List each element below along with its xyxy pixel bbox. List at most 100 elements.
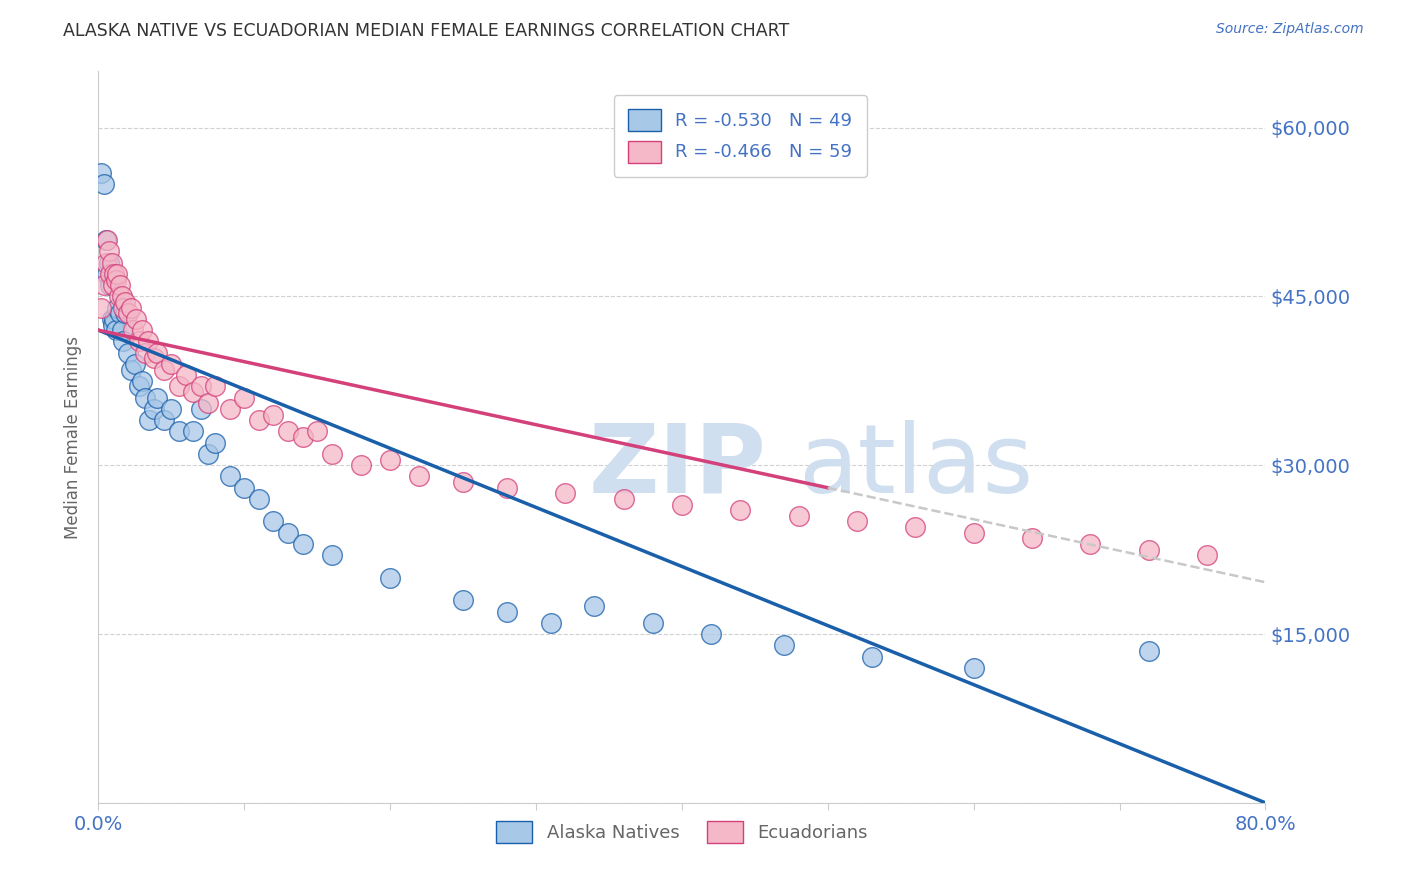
Point [104, 323, 127, 337]
Point [190, 379, 212, 393]
Point [153, 362, 176, 376]
Point [962, 525, 984, 540]
Point [125, 312, 148, 326]
Point [247, 491, 270, 506]
Point [120, 362, 142, 376]
Point [218, 401, 240, 416]
Point [641, 615, 664, 630]
Point [101, 278, 124, 293]
Point [93, 177, 115, 191]
Point [97, 244, 120, 259]
Point [160, 357, 183, 371]
Point [277, 525, 299, 540]
Point [131, 374, 153, 388]
Point [451, 593, 474, 607]
Point [105, 267, 128, 281]
Point [100, 312, 122, 326]
Point [554, 486, 576, 500]
Point [103, 312, 125, 326]
Point [321, 548, 343, 562]
Text: atlas: atlas [799, 420, 1033, 513]
Point [218, 469, 240, 483]
Point [380, 452, 402, 467]
Point [307, 425, 329, 439]
Point [96, 233, 118, 247]
Point [96, 267, 118, 281]
Point [112, 334, 135, 349]
Point [262, 515, 284, 529]
Point [612, 491, 634, 506]
Point [128, 379, 150, 393]
Point [408, 469, 430, 483]
Point [1021, 532, 1043, 546]
Point [146, 391, 169, 405]
Point [110, 306, 132, 320]
Point [138, 413, 160, 427]
Point [181, 385, 204, 400]
Point [167, 379, 190, 393]
Point [103, 267, 125, 281]
Point [1137, 644, 1160, 658]
Point [90, 301, 112, 315]
Point [134, 391, 156, 405]
Point [350, 458, 373, 473]
Text: Source: ZipAtlas.com: Source: ZipAtlas.com [1216, 22, 1364, 37]
Point [233, 391, 256, 405]
Point [730, 503, 752, 517]
Point [136, 334, 159, 349]
Point [1080, 537, 1102, 551]
Point [134, 345, 156, 359]
Point [277, 425, 299, 439]
Point [97, 255, 120, 269]
Point [787, 508, 810, 523]
Point [94, 233, 117, 247]
Point [117, 345, 139, 359]
Point [496, 605, 519, 619]
Point [197, 396, 219, 410]
Point [142, 351, 165, 366]
Point [153, 413, 176, 427]
Point [291, 430, 314, 444]
Point [962, 661, 984, 675]
Point [114, 306, 136, 320]
Point [451, 475, 474, 489]
Point [262, 408, 284, 422]
Point [94, 255, 117, 269]
Point [124, 357, 146, 371]
Point [160, 401, 183, 416]
Point [583, 599, 606, 613]
Point [131, 323, 153, 337]
Point [111, 289, 134, 303]
Point [110, 278, 132, 293]
Point [181, 425, 204, 439]
Point [233, 481, 256, 495]
Point [773, 638, 796, 652]
Point [128, 334, 150, 349]
Y-axis label: Median Female Earnings: Median Female Earnings [65, 335, 83, 539]
Point [321, 447, 343, 461]
Point [117, 306, 139, 320]
Point [90, 166, 112, 180]
Point [167, 425, 190, 439]
Point [291, 537, 314, 551]
Text: ZIP: ZIP [589, 420, 766, 513]
Point [671, 498, 693, 512]
Point [142, 401, 165, 416]
Point [114, 295, 136, 310]
Legend: Alaska Natives, Ecuadorians: Alaska Natives, Ecuadorians [486, 813, 877, 852]
Point [122, 323, 145, 337]
Point [146, 345, 169, 359]
Point [93, 278, 115, 293]
Point [98, 278, 121, 293]
Point [700, 627, 723, 641]
Point [1195, 548, 1218, 562]
Point [108, 289, 131, 303]
Point [380, 571, 402, 585]
Point [204, 379, 226, 393]
Point [540, 615, 562, 630]
Point [204, 435, 226, 450]
Point [1137, 542, 1160, 557]
Point [174, 368, 197, 383]
Point [904, 520, 927, 534]
Point [860, 649, 883, 664]
